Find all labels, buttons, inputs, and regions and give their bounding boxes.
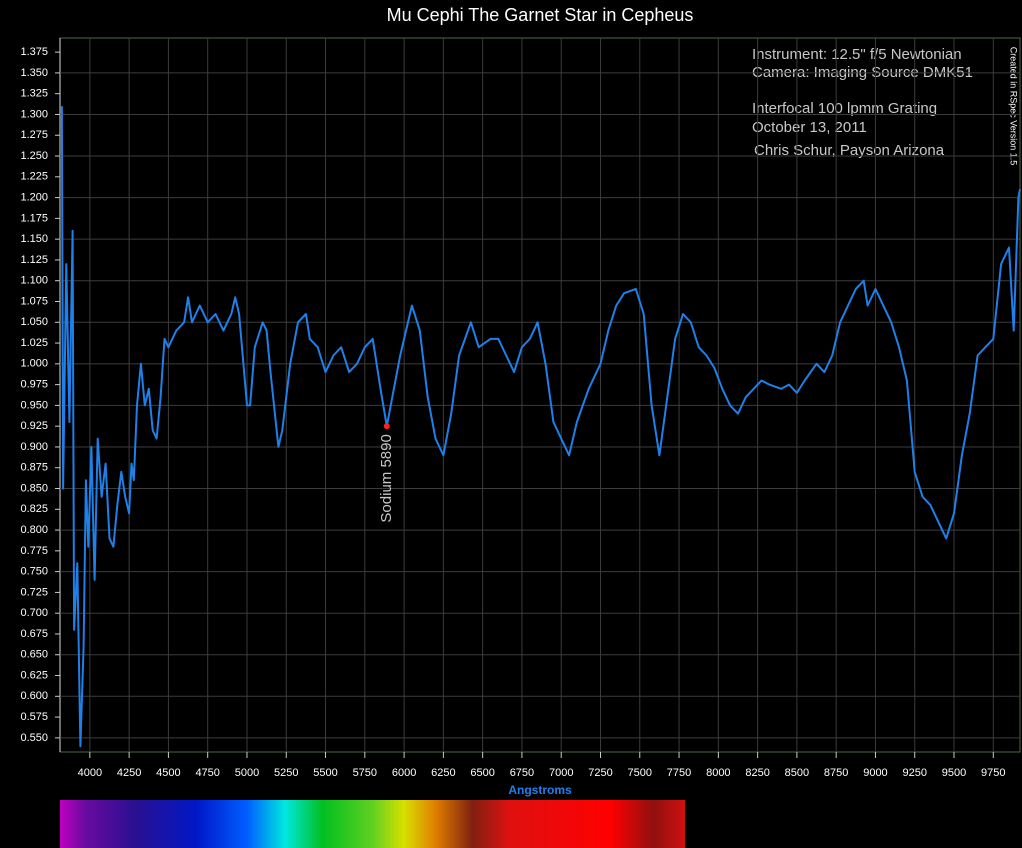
x-tick-label: 7750 xyxy=(667,767,691,779)
x-tick-label: 6500 xyxy=(470,767,494,779)
y-tick-label: 1.350 xyxy=(20,67,48,79)
x-tick-label: 7500 xyxy=(628,767,652,779)
y-tick-label: 1.225 xyxy=(20,171,48,183)
y-tick-label: 0.750 xyxy=(20,566,48,578)
spectrum-strip xyxy=(60,800,685,848)
y-tick-label: 0.925 xyxy=(20,420,48,432)
y-tick-label: 0.975 xyxy=(20,379,48,391)
x-tick-label: 8500 xyxy=(785,767,809,779)
x-tick-label: 4500 xyxy=(156,767,180,779)
x-tick-label: 9000 xyxy=(863,767,887,779)
y-tick-label: 0.900 xyxy=(20,441,48,453)
spectrum-line xyxy=(60,106,1021,748)
annotation-label: Sodium 5890 xyxy=(378,434,395,522)
y-tick-label: 0.575 xyxy=(20,711,48,723)
y-tick-label: 0.825 xyxy=(20,503,48,515)
credit: Created in RSpec Version 1.5 xyxy=(1009,47,1019,166)
x-tick-label: 9500 xyxy=(942,767,966,779)
x-tick-label: 4750 xyxy=(195,767,219,779)
y-tick-label: 0.625 xyxy=(20,669,48,681)
y-tick-label: 1.250 xyxy=(20,150,48,162)
x-tick-label: 5250 xyxy=(274,767,298,779)
y-tick-label: 0.775 xyxy=(20,545,48,557)
y-tick-label: 1.025 xyxy=(20,337,48,349)
y-tick-label: 1.300 xyxy=(20,108,48,120)
y-tick-label: 0.725 xyxy=(20,586,48,598)
x-tick-label: 8250 xyxy=(745,767,769,779)
x-tick-label: 6750 xyxy=(510,767,534,779)
x-tick-label: 8000 xyxy=(706,767,730,779)
annotation-point xyxy=(383,423,390,430)
x-tick-label: 4250 xyxy=(117,767,141,779)
x-tick-label: 5500 xyxy=(313,767,337,779)
x-tick-label: 7250 xyxy=(588,767,612,779)
note: Instrument: 12.5" f/5 Newtonian xyxy=(752,46,962,63)
y-tick-label: 0.700 xyxy=(20,607,48,619)
x-tick-label: 5750 xyxy=(353,767,377,779)
y-tick-label: 0.950 xyxy=(20,399,48,411)
y-tick-label: 1.000 xyxy=(20,358,48,370)
x-tick-label: 4000 xyxy=(78,767,102,779)
x-tick-label: 7000 xyxy=(549,767,573,779)
x-tick-label: 6000 xyxy=(392,767,416,779)
y-tick-label: 1.275 xyxy=(20,129,48,141)
x-tick-label: 5000 xyxy=(235,767,259,779)
y-tick-label: 0.850 xyxy=(20,482,48,494)
y-tick-label: 1.125 xyxy=(20,254,48,266)
y-tick-label: 1.325 xyxy=(20,88,48,100)
y-tick-label: 0.675 xyxy=(20,628,48,640)
y-tick-label: 1.375 xyxy=(20,46,48,58)
y-tick-label: 1.050 xyxy=(20,316,48,328)
note: Chris Schur, Payson Arizona xyxy=(754,142,945,159)
y-tick-label: 0.650 xyxy=(20,649,48,661)
y-tick-label: 1.100 xyxy=(20,275,48,287)
y-tick-label: 1.075 xyxy=(20,295,48,307)
x-tick-label: 8750 xyxy=(824,767,848,779)
x-tick-label: 9750 xyxy=(981,767,1005,779)
y-tick-label: 0.550 xyxy=(20,732,48,744)
y-tick-label: 0.875 xyxy=(20,462,48,474)
y-tick-label: 0.600 xyxy=(20,690,48,702)
x-axis-label: Angstroms xyxy=(508,783,572,797)
note: Interfocal 100 lpmm Grating xyxy=(752,100,937,117)
y-tick-label: 1.200 xyxy=(20,191,48,203)
y-tick-label: 1.175 xyxy=(20,212,48,224)
y-tick-label: 1.150 xyxy=(20,233,48,245)
y-tick-label: 0.800 xyxy=(20,524,48,536)
chart-title: Mu Cephi The Garnet Star in Cepheus xyxy=(387,5,694,25)
x-tick-label: 6250 xyxy=(431,767,455,779)
x-tick-label: 9250 xyxy=(902,767,926,779)
note: October 13, 2011 xyxy=(752,119,867,136)
